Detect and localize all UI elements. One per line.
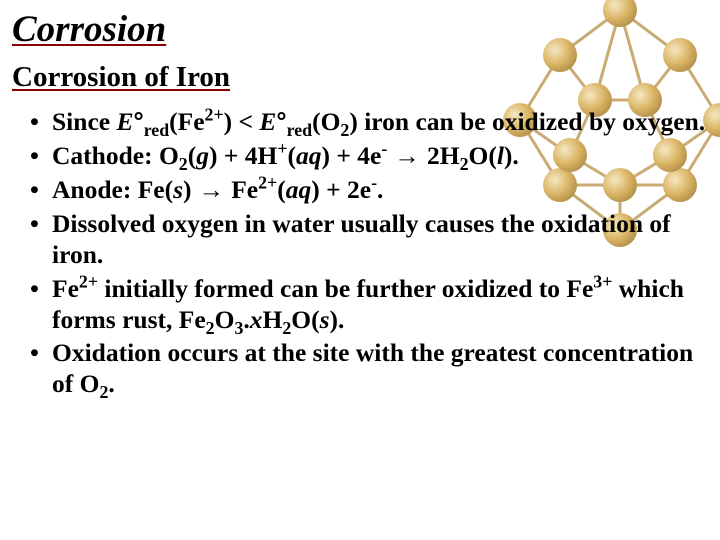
text: 3+ bbox=[593, 271, 612, 291]
text: . bbox=[377, 175, 383, 204]
text: Fe bbox=[52, 274, 79, 303]
text: ). bbox=[330, 305, 345, 334]
text: 2 bbox=[206, 318, 215, 338]
bullet-item: Fe2+ initially formed can be further oxi… bbox=[30, 273, 708, 335]
text: 2 bbox=[179, 154, 188, 174]
text: O bbox=[215, 305, 235, 334]
text: (O bbox=[312, 107, 340, 136]
text: ) + 2e bbox=[311, 175, 371, 204]
text: ) iron can be oxidized by oxygen. bbox=[349, 107, 705, 136]
text: g bbox=[196, 141, 209, 170]
text: ) + 4e bbox=[322, 141, 382, 170]
text: aq bbox=[296, 141, 322, 170]
text: Cathode: O bbox=[52, 141, 179, 170]
arrow-icon: → bbox=[387, 142, 427, 170]
text: initially formed can be further oxidized… bbox=[98, 274, 593, 303]
text: red bbox=[287, 120, 312, 140]
text: ). bbox=[504, 141, 519, 170]
page-title: Corrosion bbox=[12, 8, 708, 51]
bullet-item: Anode: Fe(s) → Fe2+(aq) + 2e-. bbox=[30, 174, 708, 206]
text: Dissolved oxygen in water usually causes… bbox=[52, 209, 671, 269]
text: Anode: Fe( bbox=[52, 175, 173, 204]
text: E bbox=[116, 107, 133, 136]
text: ) bbox=[183, 175, 192, 204]
text: . bbox=[108, 369, 114, 398]
text: ° bbox=[276, 108, 286, 136]
text: Fe bbox=[231, 175, 258, 204]
text: O( bbox=[468, 141, 496, 170]
text: Since bbox=[52, 107, 116, 136]
slide-content: Corrosion Corrosion of Iron Since E°red(… bbox=[0, 0, 720, 399]
text: aq bbox=[286, 175, 312, 204]
text: ) + 4H bbox=[209, 141, 277, 170]
text: + bbox=[277, 139, 287, 159]
text: 2H bbox=[427, 141, 460, 170]
text: 2+ bbox=[79, 271, 98, 291]
text: ° bbox=[133, 108, 143, 136]
text: (Fe bbox=[169, 107, 204, 136]
arrow-icon: → bbox=[192, 176, 232, 204]
bullet-item: Oxidation occurs at the site with the gr… bbox=[30, 337, 708, 399]
bullet-item: Since E°red(Fe2+) < E°red(O2) iron can b… bbox=[30, 106, 708, 138]
text: s bbox=[320, 305, 330, 334]
text: 2 bbox=[282, 318, 291, 338]
text: 2 bbox=[340, 120, 349, 140]
text: x bbox=[250, 305, 263, 334]
page-subtitle: Corrosion of Iron bbox=[12, 61, 708, 94]
text: red bbox=[144, 120, 169, 140]
bullet-item: Cathode: O2(g) + 4H+(aq) + 4e- → 2H2O(l)… bbox=[30, 140, 708, 172]
bullet-list: Since E°red(Fe2+) < E°red(O2) iron can b… bbox=[12, 106, 708, 399]
text: s bbox=[173, 175, 183, 204]
text: ( bbox=[277, 175, 286, 204]
text: H bbox=[262, 305, 282, 334]
text: O( bbox=[291, 305, 319, 334]
text: l bbox=[497, 141, 504, 170]
text: ) < bbox=[224, 107, 260, 136]
bullet-item: Dissolved oxygen in water usually causes… bbox=[30, 208, 708, 270]
text: E bbox=[259, 107, 276, 136]
text: Oxidation occurs at the site with the gr… bbox=[52, 338, 693, 398]
text: 2+ bbox=[205, 105, 224, 125]
text: 2+ bbox=[258, 173, 277, 193]
